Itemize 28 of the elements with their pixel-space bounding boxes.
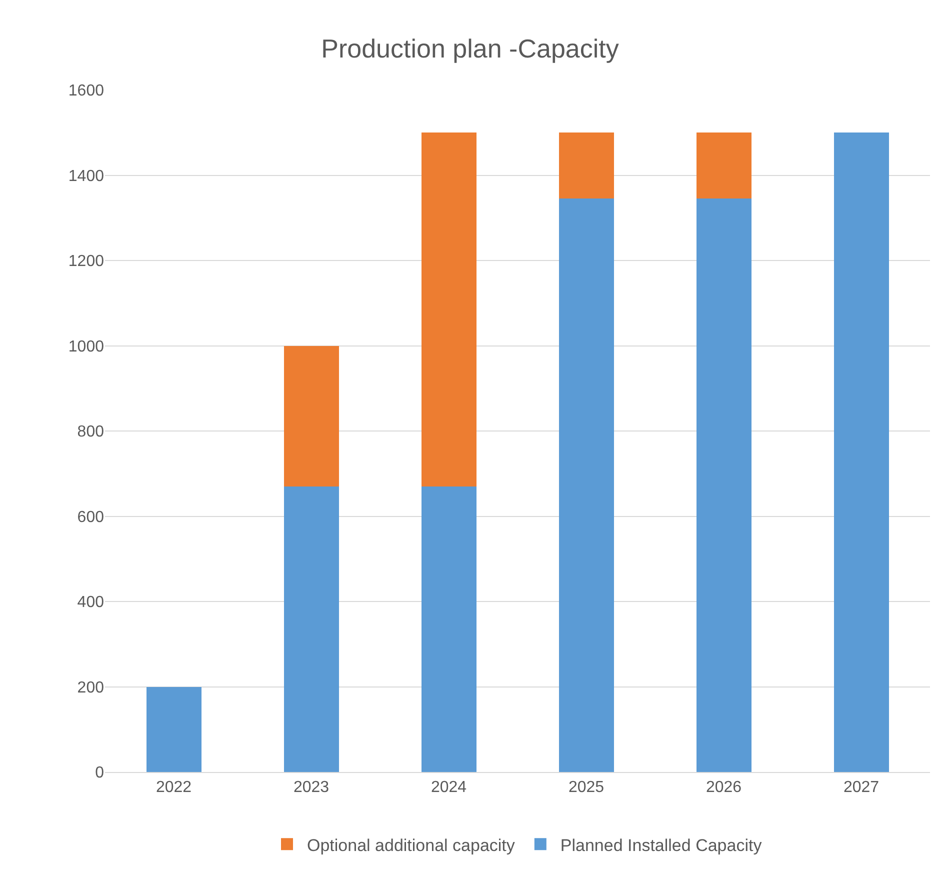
x-tick-label: 2027 bbox=[843, 779, 880, 796]
y-tick-label: 600 bbox=[77, 508, 104, 526]
x-tick-label: 2023 bbox=[293, 779, 330, 796]
chart-title: Production plan -Capacity bbox=[321, 33, 619, 64]
y-tick-label: 800 bbox=[77, 424, 104, 441]
bar bbox=[696, 132, 752, 199]
x-tick-label: 2024 bbox=[430, 779, 467, 796]
y-tick-label: 1600 bbox=[68, 82, 104, 100]
bar bbox=[558, 132, 614, 199]
x-tick-label: 2022 bbox=[156, 779, 192, 796]
legend-label: Planned Installed Capacity bbox=[560, 836, 762, 855]
y-tick-label: 1000 bbox=[68, 338, 104, 356]
y-tick-label: 0 bbox=[95, 764, 104, 782]
bar bbox=[834, 132, 889, 772]
bar bbox=[558, 198, 614, 772]
legend-label: Optional additional capacity bbox=[307, 836, 516, 855]
bar bbox=[284, 346, 339, 486]
bar bbox=[421, 486, 476, 772]
bar bbox=[146, 686, 202, 772]
bar bbox=[696, 198, 752, 772]
y-tick-label: 1200 bbox=[68, 253, 104, 270]
y-tick-label: 400 bbox=[77, 594, 104, 612]
bar bbox=[284, 486, 339, 772]
y-tick-label: 200 bbox=[77, 679, 104, 696]
x-tick-label: 2025 bbox=[568, 779, 604, 796]
x-tick-label: 2026 bbox=[706, 779, 742, 796]
y-tick-label: 1400 bbox=[68, 168, 104, 185]
bar bbox=[421, 132, 476, 486]
